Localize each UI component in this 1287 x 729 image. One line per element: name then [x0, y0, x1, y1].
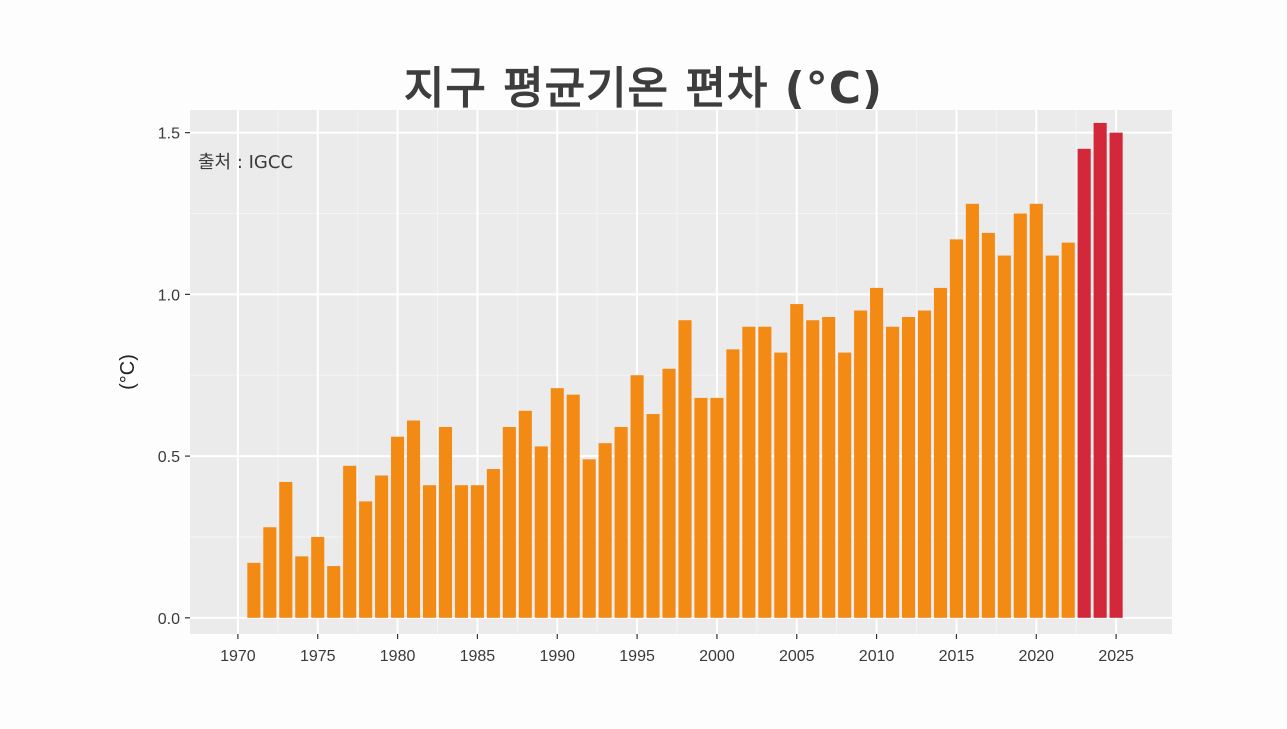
bar-2005 [790, 304, 804, 618]
source-annotation: 출처 : IGCC [198, 152, 293, 173]
x-axis: 1970 1975 1980 1985 1990 1995 2000 2005 2010 2015… [220, 634, 1134, 665]
x-tick-label: 2025 [1098, 648, 1134, 665]
x-tick-label: 2015 [939, 648, 975, 665]
bar-1992 [582, 459, 596, 618]
bar-1973 [279, 481, 293, 618]
bar-2009 [854, 310, 868, 618]
bar-1974 [295, 556, 309, 618]
bar-2022 [1061, 242, 1075, 618]
bar-1996 [646, 414, 660, 618]
bar-2017 [981, 232, 995, 618]
x-tick-label: 1985 [460, 648, 496, 665]
bar-1994 [614, 426, 628, 618]
bar-1980 [391, 436, 405, 618]
bar-1979 [375, 475, 389, 618]
bar-1983 [438, 426, 453, 618]
bar-2016 [965, 203, 979, 618]
bars [247, 122, 1123, 618]
y-tick-label: 0.0 [158, 611, 180, 628]
bar-2004 [774, 352, 788, 618]
bar-2011 [886, 326, 900, 618]
bar-2012 [901, 317, 916, 618]
bar-2014 [933, 287, 948, 618]
bar-2002 [742, 326, 756, 618]
x-tick-label: 2000 [699, 648, 735, 665]
bar-1975 [311, 536, 325, 618]
bar-1993 [598, 443, 612, 618]
x-tick-label: 2010 [859, 648, 895, 665]
bar-1988 [518, 410, 532, 618]
bar-2019 [1013, 213, 1027, 618]
bar-2001 [726, 349, 740, 618]
bar-2025 [1109, 132, 1123, 618]
bar-2007 [822, 317, 836, 618]
x-tick-label: 1980 [380, 648, 416, 665]
bar-1989 [534, 446, 548, 618]
x-tick-label: 1995 [619, 648, 655, 665]
y-axis: 0.0 0.5 1.0 1.5 [158, 126, 190, 628]
minor-gridlines [190, 110, 1172, 634]
bar-2013 [917, 310, 932, 618]
bar-1999 [694, 397, 708, 618]
bar-1997 [662, 368, 676, 618]
bar-1990 [550, 388, 564, 618]
bar-1991 [566, 394, 580, 618]
bar-2003 [758, 326, 772, 618]
bar-1978 [359, 501, 373, 618]
bar-1985 [470, 485, 484, 618]
bar-1984 [454, 485, 468, 618]
bar-2015 [949, 239, 963, 618]
x-tick-label: 2020 [1018, 648, 1054, 665]
bar-1987 [502, 426, 516, 618]
y-tick-label: 0.5 [158, 449, 180, 466]
bar-2020 [1029, 203, 1043, 618]
x-tick-label: 1970 [220, 648, 256, 665]
x-tick-label: 2005 [779, 648, 815, 665]
bar-1986 [486, 469, 500, 618]
y-axis-label: (°C) [117, 354, 139, 390]
chart-title: 지구 평균기온 편차 (°C) [403, 63, 884, 114]
bar-1976 [327, 566, 341, 618]
bar-2010 [870, 287, 884, 618]
bar-1981 [407, 420, 421, 618]
bar-1995 [630, 375, 644, 618]
bar-2000 [710, 397, 724, 618]
y-tick-label: 1.0 [158, 287, 180, 304]
y-tick-label: 1.5 [158, 126, 180, 143]
bar-2021 [1045, 255, 1059, 618]
x-tick-label: 1990 [539, 648, 575, 665]
bar-1982 [422, 485, 437, 618]
bar-1972 [263, 527, 277, 618]
x-tick-label: 1975 [300, 648, 336, 665]
bar-1998 [678, 320, 692, 618]
bar-1971 [247, 562, 261, 618]
bar-2008 [838, 352, 852, 618]
bar-2024 [1093, 122, 1107, 618]
bar-1977 [343, 465, 357, 618]
bar-2006 [806, 320, 820, 618]
bar-2023 [1077, 148, 1091, 618]
bar-2018 [997, 255, 1011, 618]
